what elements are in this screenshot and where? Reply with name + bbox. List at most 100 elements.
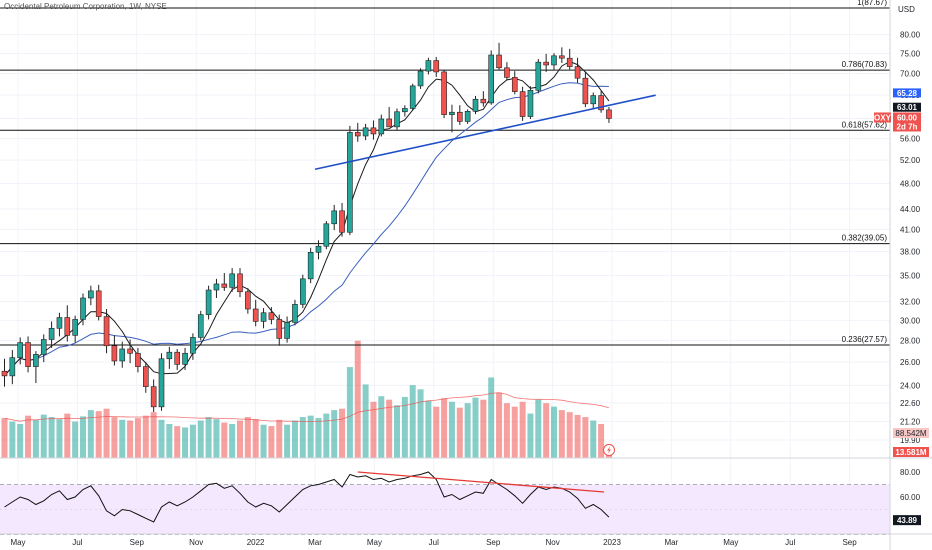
volume-bar (244, 417, 251, 458)
rsi-layer (4, 471, 610, 523)
candle-body (574, 66, 581, 79)
candle-body (496, 54, 502, 69)
volume-bar (72, 421, 79, 458)
candle-body (95, 290, 102, 317)
candle-body (276, 319, 283, 339)
candle-body (72, 319, 78, 336)
volume-bar (378, 396, 385, 458)
volume-bar (142, 415, 149, 458)
volume-layer (1, 340, 612, 458)
last-price-bg (893, 112, 921, 132)
price-tick-label: 30.00 (900, 316, 921, 325)
trend-layer[interactable] (314, 94, 656, 171)
volume-bar (150, 412, 157, 458)
volume-bar (535, 399, 542, 458)
volume-bar (64, 413, 71, 458)
volume-ma-line (4, 392, 610, 422)
time-tick-label: May (10, 538, 25, 547)
volume-bar (221, 422, 228, 458)
price-tick-label: 48.00 (900, 179, 921, 188)
volume-bar (598, 423, 605, 458)
candle-body (386, 118, 392, 128)
ma-long-badge-text: 65.28 (897, 89, 918, 98)
price-tick-label: 52.00 (900, 156, 921, 165)
candle-body (480, 98, 487, 104)
volume-bar (268, 426, 275, 458)
price-axis[interactable]: 80.0075.0070.0065.0060.0056.0052.0048.00… (900, 31, 921, 445)
lightning-icon[interactable] (603, 444, 615, 456)
candle-body (268, 312, 275, 320)
volume-bar (284, 424, 291, 458)
symbol-badge: OXY (874, 112, 892, 123)
volume-bar (566, 412, 573, 458)
volume-last-bg (893, 447, 929, 457)
volume-avg-badge: 88.542M (893, 428, 929, 438)
trendline[interactable] (314, 94, 656, 171)
candle-body (527, 89, 534, 117)
volume-bar (441, 398, 448, 458)
divergence-layer[interactable] (357, 471, 605, 493)
candle-body (237, 273, 243, 293)
volume-last-text: 13.581M (895, 448, 926, 457)
volume-bar (189, 424, 196, 458)
volume-bar (339, 408, 346, 458)
price-tick-label: 75.00 (900, 49, 921, 58)
candle-body (88, 290, 94, 299)
price-tick-label: 21.20 (900, 418, 921, 427)
fib-label: 0.236(27.57) (842, 335, 888, 344)
candle-body (205, 289, 212, 315)
volume-bar (323, 413, 330, 458)
candle-body (504, 67, 510, 78)
time-tick-label: Nov (189, 538, 203, 547)
candle-body (559, 55, 565, 59)
rsi-divergence-line[interactable] (357, 471, 605, 493)
candle-body (64, 317, 71, 336)
volume-bar (48, 417, 55, 458)
volume-bar (370, 401, 377, 458)
candle-body (56, 317, 63, 329)
candle-body (80, 297, 86, 320)
candle-body (260, 312, 267, 322)
candle-body (441, 71, 447, 115)
volume-bar (213, 419, 220, 458)
ma-short-line (4, 60, 610, 377)
volume-bar (409, 385, 416, 458)
volume-bar (394, 405, 400, 458)
candle-body (354, 132, 361, 137)
volume-bar (551, 406, 557, 458)
symbol-text: OXY (874, 113, 892, 122)
price-tick-label: 26.00 (900, 358, 921, 367)
fib-label: 0.786(70.83) (842, 60, 888, 69)
fib-layer (0, 7, 890, 346)
candle-body (511, 77, 518, 92)
candle-body (284, 322, 290, 339)
candle-body (158, 358, 165, 408)
candle-body (551, 55, 557, 66)
candle-body (315, 245, 322, 253)
volume-bar (496, 392, 503, 458)
volume-bar (174, 426, 181, 458)
price-tick-label: 41.00 (900, 225, 921, 234)
volume-bar (237, 420, 243, 458)
time-tick-label: Jul (429, 538, 439, 547)
ma-short-badge-text: 63.01 (897, 103, 918, 112)
price-tick-label: 56.00 (900, 135, 921, 144)
volume-last-badge: 13.581M (893, 447, 929, 457)
candle-body (252, 308, 259, 322)
time-axis[interactable]: May Jul Sep Nov 2022 Mar May Jul Sep Nov 2023 Mar Ma… (10, 538, 857, 547)
candle-body (590, 95, 597, 105)
volume-bar (260, 424, 267, 458)
fib-label: 0.382(39.05) (842, 234, 888, 243)
volume-bar (448, 401, 455, 458)
fib-labels: 1(87.67) 0.786(70.83) 0.618(57.62) 0.382(39… (842, 0, 888, 344)
volume-bar (276, 419, 283, 458)
candle-body (464, 110, 471, 122)
price-tick-label: 70.00 (900, 70, 921, 79)
volume-bar (503, 403, 510, 458)
volume-bar (401, 396, 408, 458)
candle-body (127, 348, 133, 354)
